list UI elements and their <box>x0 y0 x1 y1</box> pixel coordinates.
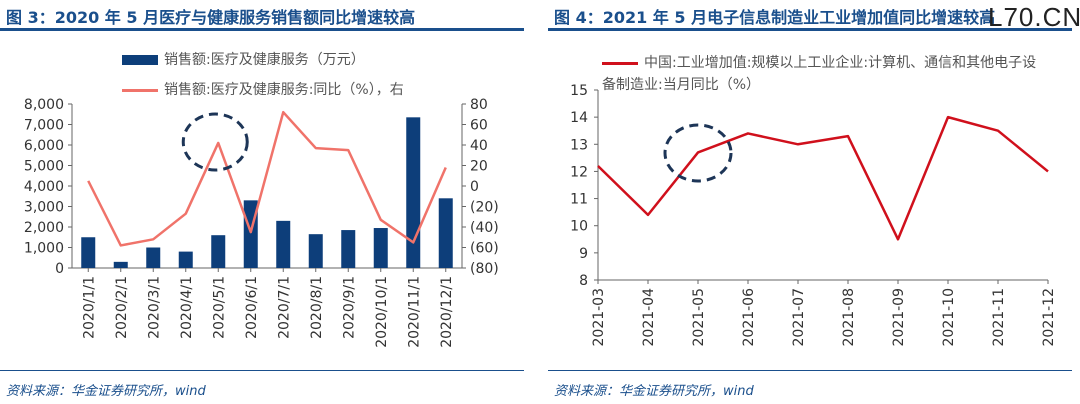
legend-line-swatch <box>122 88 158 92</box>
y-tick-left-label: 4,000 <box>24 179 64 195</box>
y-tick-right-label: (60) <box>470 241 499 257</box>
y-tick-right-label: (20) <box>470 200 499 216</box>
line-yoy-growth <box>87 110 447 247</box>
bar-sales <box>406 117 421 268</box>
y-tick-label: 14 <box>570 110 588 126</box>
x-tick-label: 2021-03 <box>591 288 607 347</box>
source-left: 资料来源：华金证券研究所，wind <box>6 384 206 399</box>
bar-sales <box>308 234 323 268</box>
legend-bar-swatch <box>122 55 158 65</box>
y-tick-label: 15 <box>570 83 588 99</box>
x-tick-label: 2020/3/1 <box>146 276 162 339</box>
legend-right-swatch <box>602 61 638 65</box>
y-tick-right-label: (40) <box>470 220 499 236</box>
chart-title-left: 图 3：2020 年 5 月医疗与健康服务销售额同比增速较高 <box>6 8 416 27</box>
y-tick-left-label: 8,000 <box>24 97 64 113</box>
bar-sales <box>373 228 388 268</box>
legend-line-label: 销售额:医疗及健康服务:同比（%），右 <box>164 82 404 98</box>
x-tick-label: 2021-11 <box>991 288 1007 347</box>
legend-line-item: 销售额:医疗及健康服务:同比（%），右 <box>122 79 404 99</box>
x-tick-label: 2020/11/1 <box>406 276 422 348</box>
bar-sales <box>178 251 193 268</box>
x-tick-label: 2020/5/1 <box>211 276 227 339</box>
chart-panel-right: 图 4：2021 年 5 月电子信息制造业工业增加值同比增速较高 中国:工业增加… <box>548 0 1080 404</box>
watermark-logo: L70.CN <box>988 2 1080 32</box>
x-tick-label: 2020/7/1 <box>276 276 292 339</box>
x-tick-label: 2020/2/1 <box>114 276 130 339</box>
x-tick-label: 2021-07 <box>791 288 807 347</box>
chart-title-right: 图 4：2021 年 5 月电子信息制造业工业增加值同比增速较高 <box>554 8 996 27</box>
y-tick-left-label: 2,000 <box>24 220 64 236</box>
legend-bar-label: 销售额:医疗及健康服务（万元） <box>164 52 365 68</box>
title-rule-left <box>0 28 524 31</box>
x-tick-label: 2020/1/1 <box>81 276 97 339</box>
y-tick-label: 13 <box>570 137 588 153</box>
x-tick-label: 2021-10 <box>941 288 957 347</box>
x-tick-label: 2021-12 <box>1041 288 1057 347</box>
y-tick-right-label: (80) <box>470 261 499 277</box>
bar-sales <box>438 198 453 268</box>
y-tick-right-label: 40 <box>470 138 488 154</box>
x-tick-label: 2020/10/1 <box>374 276 390 348</box>
y-tick-left-label: 1,000 <box>24 241 64 257</box>
x-tick-label: 2020/4/1 <box>179 276 195 339</box>
annotation-circle <box>663 123 733 183</box>
y-tick-left-label: 5,000 <box>24 159 64 175</box>
bar-sales <box>81 237 96 268</box>
title-rule-right <box>548 28 1072 31</box>
legend-bar-item: 销售额:医疗及健康服务（万元） <box>122 49 365 69</box>
x-tick-label: 2020/6/1 <box>244 276 260 339</box>
y-tick-right-label: 60 <box>470 118 488 134</box>
chart-right-svg: 8 9 10 11 12 13 14 15 2021-03 2021-04 2021-05 2021-… <box>570 83 1057 347</box>
line-industrial-value-added <box>597 115 1049 241</box>
x-tick-label: 2020/12/1 <box>439 276 455 348</box>
bottom-rule-right <box>548 370 1072 371</box>
x-tick-label: 2020/8/1 <box>309 276 325 339</box>
y-tick-left-label: 3,000 <box>24 200 64 216</box>
x-tick-label: 2021-08 <box>841 288 857 347</box>
y-tick-label: 12 <box>570 164 588 180</box>
x-tick-label: 2021-04 <box>641 288 657 347</box>
legend-right-label: 中国:工业增加值:规模以上工业企业:计算机、通信和其他电子设备制造业:当月同比（… <box>602 55 1037 93</box>
y-tick-label: 11 <box>570 192 588 208</box>
y-tick-label: 8 <box>579 273 588 289</box>
y-tick-left-label: 0 <box>55 261 64 277</box>
x-tick-label: 2021-09 <box>891 288 907 347</box>
bar-sales <box>146 247 161 268</box>
legend-right-item: 中国:工业增加值:规模以上工业企业:计算机、通信和其他电子设备制造业:当月同比（… <box>602 52 1042 96</box>
y-tick-label: 10 <box>570 219 588 235</box>
source-right: 资料来源：华金证券研究所，wind <box>554 384 754 399</box>
y-tick-right-label: 80 <box>470 97 488 113</box>
x-tick-label: 2021-06 <box>741 288 757 347</box>
y-tick-right-label: 20 <box>470 159 488 175</box>
bar-sales <box>211 235 226 268</box>
x-tick-label: 2020/9/1 <box>341 276 357 339</box>
y-tick-label: 9 <box>579 246 588 262</box>
chart-left-svg: 0 1,000 2,000 3,000 4,000 5,000 6,000 7,000 8,00… <box>24 97 499 348</box>
bar-sales <box>276 220 291 268</box>
bar-sales <box>113 261 128 268</box>
bottom-rule-left <box>0 370 524 371</box>
y-tick-left-label: 6,000 <box>24 138 64 154</box>
annotation-circle <box>181 112 249 172</box>
x-tick-label: 2021-05 <box>691 288 707 347</box>
y-tick-left-label: 7,000 <box>24 118 64 134</box>
y-tick-right-label: 0 <box>470 179 479 195</box>
chart-panel-left: 图 3：2020 年 5 月医疗与健康服务销售额同比增速较高 销售额:医疗及健康… <box>0 0 530 404</box>
bar-sales <box>341 230 356 268</box>
